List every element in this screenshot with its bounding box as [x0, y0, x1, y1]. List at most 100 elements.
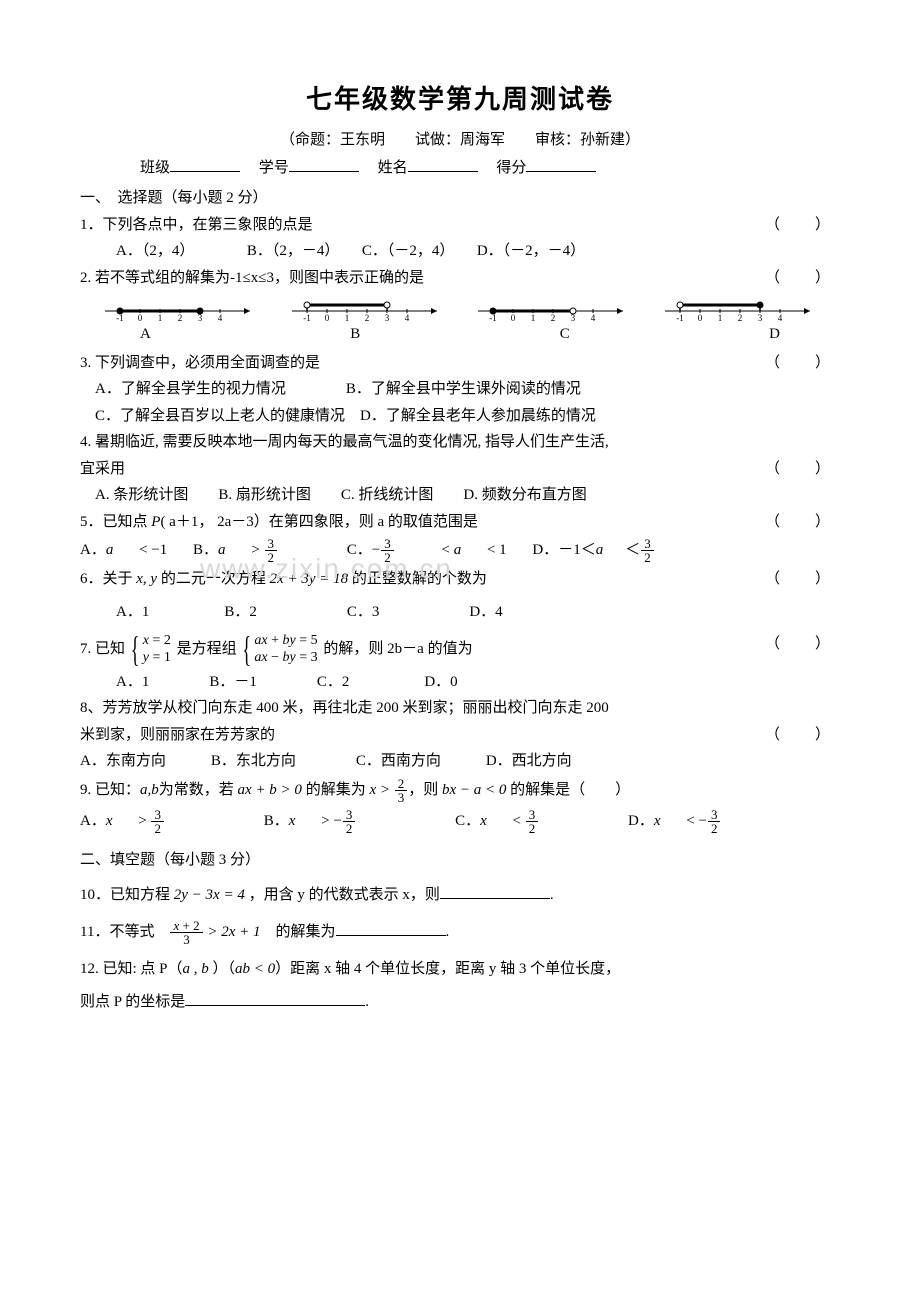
q2-stem: 2. 若不等式组的解集为-1≤x≤3，则图中表示正确的是	[80, 270, 424, 286]
q3-d: D．了解全县老年人参加晨练的情况	[360, 408, 596, 424]
blank-name	[408, 156, 478, 172]
q5-a: A．a < −1	[80, 539, 167, 562]
q5-options: A．a < −1 B．a > 32 C．−32 < a < 1 D．－1＜a＜3…	[80, 537, 840, 564]
q4-stem2: 宜采用	[80, 461, 125, 477]
svg-text:4: 4	[778, 313, 783, 321]
svg-text:2: 2	[551, 313, 556, 321]
q7-options: A．1 B．－1 C．2 D．0	[116, 671, 840, 694]
credits-line: （命题：王东明 试做：周海军 审核：孙新建）	[80, 129, 840, 152]
q12-dot: .	[365, 994, 369, 1010]
q12-l2pre: 则点 P 的坐标是	[80, 994, 185, 1010]
blank-q10	[440, 883, 550, 899]
q11-dot: .	[446, 924, 450, 940]
blank-score	[526, 156, 596, 172]
q8-line2: （ ） 米到家，则丽丽家在芳芳家的	[80, 724, 840, 747]
q1: （ ） 1．下列各点中，在第三象限的点是	[80, 214, 840, 237]
answer-paren: （ ）	[765, 633, 840, 656]
q12-ab: a , b	[183, 961, 209, 977]
q9-frac23: 23	[395, 777, 408, 804]
q5-d: D．－1＜a＜32	[532, 537, 697, 564]
q4-options: A. 条形统计图 B. 扇形统计图 C. 折线统计图 D. 频数分布直方图	[95, 487, 587, 503]
q11: 11．不等式 x + 23 > 2x + 1 的解集为.	[80, 919, 840, 946]
q10-eq: 2y − 3x = 4	[174, 887, 245, 903]
svg-text:0: 0	[511, 313, 516, 321]
q9-eq2: bx − a < 0	[442, 782, 506, 798]
q9-pre: 9. 已知：	[80, 782, 140, 798]
section-2-header: 二、填空题（每小题 3 分）	[80, 849, 840, 872]
q7-pre: 7. 已知	[80, 641, 125, 657]
numberline-a: -101234	[100, 295, 260, 321]
q1-options: A．（2，4） B．（2，－4） C．（－2，4） D．（－2，－4）	[116, 240, 840, 263]
number-line-row: -101234 -101234 -101234 -101234	[100, 295, 820, 321]
svg-text:3: 3	[384, 313, 389, 321]
answer-paren: （ ）	[765, 352, 840, 375]
svg-text:1: 1	[344, 313, 349, 321]
q3-a: A．了解全县学生的视力情况	[95, 381, 286, 397]
blank-sid	[289, 156, 359, 172]
svg-text:0: 0	[138, 313, 143, 321]
svg-text:4: 4	[218, 313, 223, 321]
q7-post: 的解，则 2b－a 的值为	[323, 641, 472, 657]
q10: 10．已知方程 2y − 3x = 4 ，用含 y 的代数式表示 x，则.	[80, 883, 840, 907]
q9-c: C．x < 32	[455, 808, 582, 835]
q7: （ ） 7. 已知 x = 2y = 1 是方程组 ax + by = 5ax …	[80, 633, 840, 667]
q3: （ ） 3. 下列调查中，必须用全面调查的是	[80, 352, 840, 375]
q12-line2: 则点 P 的坐标是.	[80, 990, 840, 1014]
info-line: 班级 学号 姓名 得分	[140, 156, 840, 180]
q9-ab: a,b	[140, 782, 159, 798]
q4-line2: （ ） 宜采用	[80, 458, 840, 481]
q4-opts: A. 条形统计图 B. 扇形统计图 C. 折线统计图 D. 频数分布直方图	[80, 484, 840, 507]
page-title: 七年级数学第九周测试卷	[80, 80, 840, 119]
q11-pre: 11．不等式	[80, 924, 169, 940]
answer-paren: （ ）	[765, 458, 840, 481]
q6-eq: 2x + 3y = 18	[270, 571, 349, 587]
q6-xy: x, y	[136, 571, 157, 587]
svg-text:2: 2	[738, 313, 743, 321]
nl-label-b: B	[350, 323, 360, 346]
q9: 9. 已知：a,b为常数，若 ax + b > 0 的解集为 x > 23，则 …	[80, 777, 840, 804]
q11-post: 的解集为	[260, 924, 335, 940]
q9-end: 的解集是（ ）	[506, 782, 630, 798]
q9-a: A．x > 32	[80, 808, 208, 835]
svg-text:4: 4	[591, 313, 596, 321]
q2: （ ） 2. 若不等式组的解集为-1≤x≤3，则图中表示正确的是	[80, 267, 840, 290]
q3-opts-row1: A．了解全县学生的视力情况 B．了解全县中学生课外阅读的情况	[80, 378, 840, 401]
q3-stem: 3. 下列调查中，必须用全面调查的是	[80, 355, 320, 371]
numberline-c: -101234	[473, 295, 633, 321]
q8-stem2: 米到家，则丽丽家在芳芳家的	[80, 727, 275, 743]
svg-text:-1: -1	[303, 313, 311, 321]
answer-paren: （ ）	[765, 724, 840, 747]
q6: www.zixin.com.cn （ ） 6．关于 x, y 的二元一次方程 2…	[80, 568, 840, 591]
svg-text:0: 0	[324, 313, 329, 321]
q1-stem: 1．下列各点中，在第三象限的点是	[80, 217, 313, 233]
label-score: 得分	[496, 160, 526, 176]
q6-post: 的二元一次方程	[157, 571, 270, 587]
numberline-d: -101234	[660, 295, 820, 321]
svg-text:3: 3	[758, 313, 763, 321]
q10-mid: ，用含 y 的代数式表示 x，则	[245, 887, 440, 903]
nl-label-d: D	[769, 323, 780, 346]
label-sid: 学号	[259, 160, 289, 176]
q5-pre: 5．已知点	[80, 514, 151, 530]
q7-sys2: ax + by = 5ax − by = 3	[242, 633, 317, 667]
svg-text:2: 2	[364, 313, 369, 321]
q5-b: B．a > 32	[193, 537, 321, 564]
blank-q12	[185, 990, 365, 1006]
nl-label-a: A	[140, 323, 151, 346]
label-name: 姓名	[378, 160, 408, 176]
answer-paren: （ ）	[765, 568, 840, 591]
q9-b: B．x > −32	[264, 808, 400, 835]
q5: （ ） 5．已知点 P( a＋1， 2a－3）在第四象限，则 a 的取值范围是	[80, 511, 840, 534]
q9-m2: 为常数，若	[159, 782, 238, 798]
svg-text:0: 0	[698, 313, 703, 321]
answer-paren: （ ）	[765, 267, 840, 290]
q9-m5: ，则	[408, 782, 442, 798]
q11-rhs: > 2x + 1	[207, 924, 260, 940]
answer-paren: （ ）	[765, 511, 840, 534]
q6-end: 的正整数解的个数为	[348, 571, 487, 587]
q12-line1: 12. 已知: 点 P（a , b ）（ab < 0）距离 x 轴 4 个单位长…	[80, 958, 840, 981]
q6-options: A．1 B．2 C．3 D．4	[116, 601, 840, 624]
q7-sys1: x = 2y = 1	[131, 633, 171, 667]
q6-pre: 6．关于	[80, 571, 136, 587]
q5-post: ( a＋1， 2a－3）在第四象限，则 a 的取值范围是	[160, 514, 477, 530]
